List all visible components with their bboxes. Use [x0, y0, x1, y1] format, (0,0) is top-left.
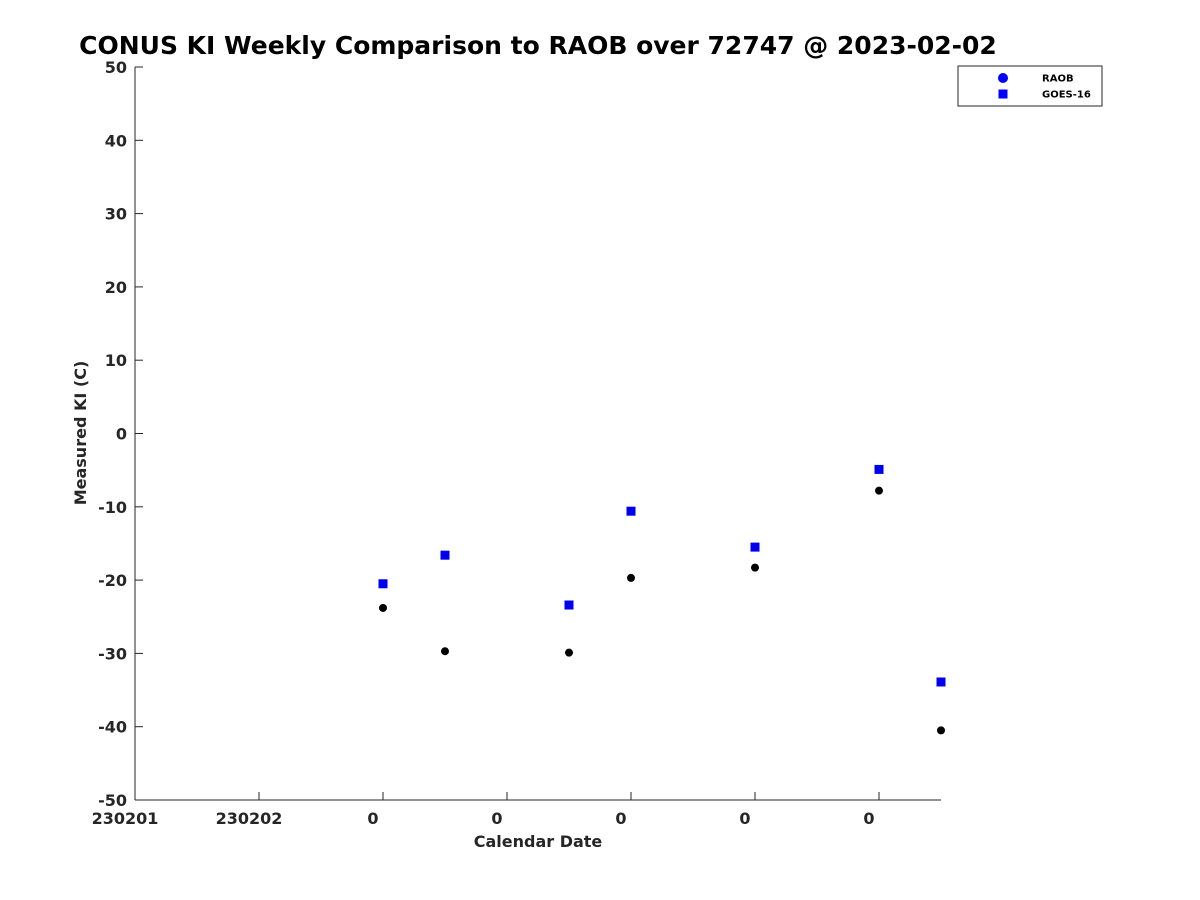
y-tick-label: 40: [105, 131, 127, 150]
data-series: [378, 464, 946, 735]
series-goes-16: [378, 464, 946, 687]
y-tick-label: 0: [116, 425, 127, 444]
x-tick-label: 0: [615, 809, 626, 828]
legend: RAOB GOES-16: [957, 65, 1103, 107]
series-raob: [379, 486, 945, 735]
raob-point: [379, 603, 387, 612]
legend-label-raob: RAOB: [1042, 74, 1074, 85]
y-tick-label: -50: [98, 791, 127, 810]
y-tick-label: 20: [105, 278, 127, 297]
raob-point: [565, 648, 573, 657]
x-axis-ticks: 230201 230202 0 0 0 0 0: [92, 792, 880, 828]
goes16-point: [626, 506, 636, 516]
raob-point: [875, 486, 883, 495]
x-tick-label: 0: [863, 809, 874, 828]
raob-point: [751, 563, 759, 572]
goes16-point: [874, 464, 884, 474]
y-tick-label: 50: [105, 58, 127, 77]
raob-point: [627, 573, 635, 582]
legend-marker-goes16: [998, 89, 1008, 99]
x-tick-label: 0: [367, 809, 378, 828]
y-axis-ticks: 50 40 30 20 10 0 -10 -20 -30 -40 -50: [98, 58, 143, 810]
y-tick-label: -40: [98, 718, 127, 737]
x-tick-label: 0: [739, 809, 750, 828]
raob-point: [937, 726, 945, 735]
x-tick-label: 0: [491, 809, 502, 828]
chart-title: CONUS KI Weekly Comparison to RAOB over …: [79, 31, 997, 60]
y-axis-label: Measured KI (C): [71, 361, 90, 506]
y-tick-label: -10: [98, 498, 127, 517]
raob-point: [441, 647, 449, 656]
goes16-point: [564, 600, 574, 610]
y-tick-label: -20: [98, 571, 127, 590]
y-tick-label: -30: [98, 644, 127, 663]
legend-box: [957, 65, 1103, 107]
goes16-point: [750, 542, 760, 552]
legend-marker-raob: [998, 73, 1008, 83]
y-tick-label: 10: [105, 351, 127, 370]
x-tick-label: 230202: [216, 809, 283, 828]
y-tick-label: 30: [105, 205, 127, 224]
x-tick-label: 230201: [92, 809, 159, 828]
goes16-point: [378, 579, 388, 589]
goes16-point: [440, 550, 450, 560]
goes16-point: [936, 677, 946, 687]
x-axis-label: Calendar Date: [474, 832, 603, 851]
legend-label-goes16: GOES-16: [1042, 90, 1091, 101]
